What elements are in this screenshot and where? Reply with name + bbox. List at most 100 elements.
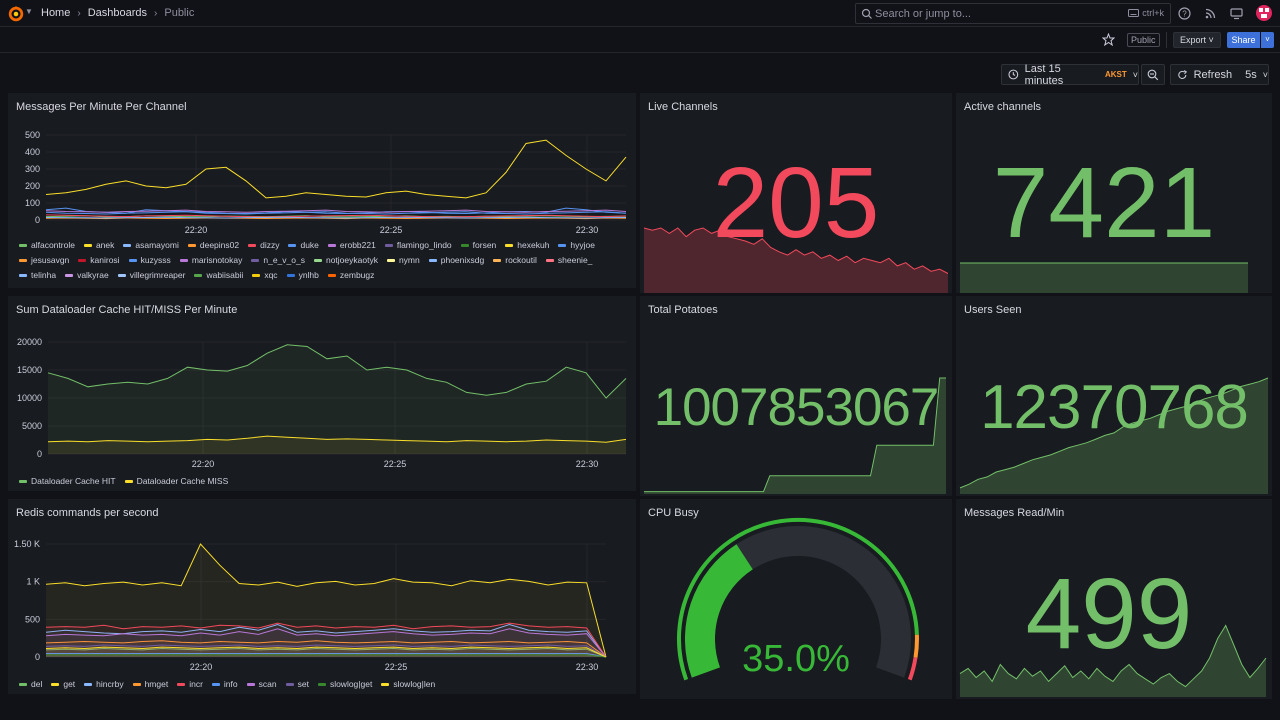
legend-item[interactable]: hexekuh	[505, 240, 549, 250]
monitor-icon[interactable]	[1230, 7, 1243, 20]
legend-item[interactable]: kuzysss	[128, 255, 171, 265]
series-line[interactable]	[45, 209, 627, 213]
legend-item[interactable]: rockoutil	[493, 255, 537, 265]
legend-item[interactable]: scan	[246, 679, 277, 689]
legend-label: rockoutil	[505, 255, 537, 265]
legend-item[interactable]: slowlog|get	[317, 679, 372, 689]
sparkline-area	[960, 625, 1266, 697]
legend-item[interactable]: n_e_v_o_s	[251, 255, 305, 265]
legend-item[interactable]: del	[19, 679, 42, 689]
series-line[interactable]	[47, 435, 627, 443]
legend-item[interactable]: sheenie_	[545, 255, 592, 265]
legend-label: kanirosi	[90, 255, 120, 265]
legend-item[interactable]: villegrimreaper	[117, 270, 185, 280]
sparkline-area	[644, 378, 946, 494]
legend-item[interactable]: notjoeykaotyk	[313, 255, 378, 265]
legend-item[interactable]: set	[285, 679, 309, 689]
legend-item[interactable]: kanirosi	[78, 255, 120, 265]
legend-item[interactable]: ynlhb	[286, 270, 319, 280]
share-menu-button[interactable]: ˅	[1261, 32, 1274, 48]
legend-item[interactable]: anek	[83, 240, 114, 250]
panel-title[interactable]: Messages Per Minute Per Channel	[16, 101, 187, 113]
legend-item[interactable]: jesusavgn	[19, 255, 69, 265]
series-line[interactable]	[45, 217, 627, 220]
rss-icon[interactable]	[1204, 7, 1217, 20]
legend-label: zembugz	[339, 270, 375, 280]
legend-item[interactable]: asamayomi	[123, 240, 179, 250]
legend-item[interactable]: hincrby	[84, 679, 124, 689]
share-button[interactable]: Share	[1227, 32, 1260, 48]
series-line[interactable]	[47, 344, 627, 399]
messages-chart[interactable]: 0 100 200 300 400 500 22:20 22:25 22:30	[8, 123, 636, 268]
legend-item[interactable]: marisnotokay	[179, 255, 242, 265]
help-icon[interactable]: ?	[1178, 7, 1191, 20]
panel-title[interactable]: Messages Read/Min	[964, 507, 1065, 519]
legend-item[interactable]: phoenixsdg	[428, 255, 484, 265]
panel-title[interactable]: CPU Busy	[648, 507, 699, 519]
legend-item[interactable]: deepins02	[187, 240, 239, 250]
series-line[interactable]	[45, 623, 607, 658]
y-tick-label: 15000	[17, 365, 42, 375]
series-line[interactable]	[45, 646, 607, 658]
series-line[interactable]	[45, 628, 607, 658]
panel-title[interactable]: Active channels	[964, 101, 1042, 113]
search-input[interactable]: Search or jump to... ctrl+k	[855, 3, 1171, 24]
chevron-down-icon[interactable]: ▼	[25, 7, 33, 16]
legend-swatch	[288, 243, 297, 247]
legend-label: get	[63, 679, 76, 689]
legend-item[interactable]: xqc	[252, 270, 278, 280]
legend-item[interactable]: hyyjoe	[558, 240, 595, 250]
panel-title[interactable]: Redis commands per second	[16, 507, 159, 519]
legend-item[interactable]: wabiisabii	[194, 270, 243, 280]
series-line[interactable]	[45, 211, 627, 215]
legend-item[interactable]: zembugz	[327, 270, 375, 280]
redis-chart[interactable]: 0 500 1 K 1.50 K 22:20 22:25 22:30	[8, 529, 636, 679]
legend-item[interactable]: alfacontrole	[19, 240, 75, 250]
panel-title[interactable]: Sum Dataloader Cache HIT/MISS Per Minute	[16, 304, 238, 316]
refresh-button[interactable]: Refresh 5s ˅	[1170, 64, 1269, 85]
panel-title[interactable]: Live Channels	[648, 101, 718, 113]
chevron-right-icon: ›	[77, 7, 81, 19]
legend-item[interactable]: flamingo_lindo	[384, 240, 452, 250]
dataloader-chart[interactable]: 0 5000 10000 15000 20000 22:20 22:25 22:30	[8, 326, 636, 476]
series-line[interactable]	[45, 216, 627, 219]
panel-title[interactable]: Total Potatoes	[648, 304, 718, 316]
avatar[interactable]	[1256, 5, 1272, 21]
series-line[interactable]	[45, 647, 607, 658]
time-range-picker[interactable]: Last 15 minutes AKST ˅	[1001, 63, 1139, 87]
breadcrumb-home[interactable]: Home	[41, 7, 71, 19]
refresh-interval[interactable]: 5s	[1245, 68, 1257, 81]
legend-item[interactable]: duke	[288, 240, 319, 250]
legend-item[interactable]: telinha	[19, 270, 56, 280]
legend-item[interactable]: get	[51, 679, 75, 689]
legend-item[interactable]: slowlog|len	[381, 679, 435, 689]
legend-item[interactable]: valkyrae	[65, 270, 109, 280]
zoom-out-button[interactable]	[1141, 64, 1165, 85]
legend-item[interactable]: Dataloader Cache MISS	[124, 476, 228, 486]
legend-item[interactable]: Dataloader Cache HIT	[19, 476, 116, 486]
series-line[interactable]	[45, 139, 627, 199]
x-tick-label: 22:20	[192, 459, 215, 469]
breadcrumb-dashboards[interactable]: Dashboards	[87, 7, 148, 19]
legend-swatch	[381, 682, 390, 686]
series-line[interactable]	[46, 654, 607, 658]
legend-item[interactable]: info	[211, 679, 238, 689]
series-line[interactable]	[45, 640, 607, 658]
star-icon[interactable]	[1102, 33, 1115, 46]
series-line[interactable]	[45, 207, 627, 215]
panel-title[interactable]: Users Seen	[964, 304, 1022, 316]
series-line[interactable]	[45, 622, 607, 658]
legend-item[interactable]: erobb221	[327, 240, 376, 250]
grafana-logo-icon[interactable]	[7, 5, 25, 23]
series-line[interactable]	[45, 543, 607, 658]
series-line[interactable]	[45, 214, 627, 218]
legend-item[interactable]: dizzy	[248, 240, 279, 250]
series-line[interactable]	[45, 644, 607, 658]
legend-item[interactable]: forsen	[460, 240, 496, 250]
legend-item[interactable]: nymn	[386, 255, 420, 265]
export-button[interactable]: Export ˅	[1173, 32, 1221, 48]
legend-item[interactable]: incr	[177, 679, 203, 689]
legend-item[interactable]: hmget	[132, 679, 168, 689]
series-line[interactable]	[46, 653, 607, 658]
legend-swatch	[179, 258, 188, 262]
